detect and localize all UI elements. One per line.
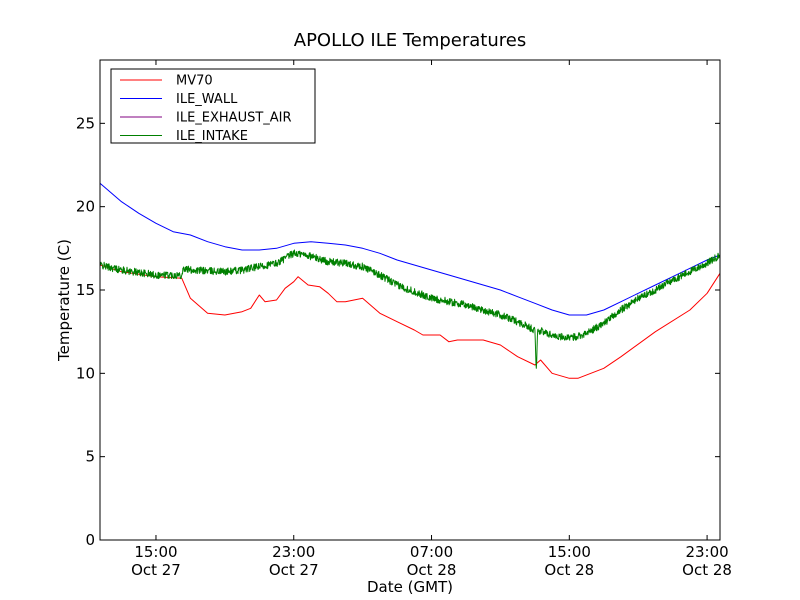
series-line-ile-intake: [99, 249, 721, 369]
x-tick-label-date: Oct 28: [682, 561, 732, 579]
series-line-mv70: [99, 264, 721, 379]
x-axis-label: Date (GMT): [367, 578, 453, 596]
x-tick-label-time: 23:00: [685, 543, 728, 561]
chart-title: APOLLO ILE Temperatures: [294, 30, 526, 51]
x-tick-label-date: Oct 28: [407, 561, 457, 579]
y-tick-label: 15: [76, 281, 95, 299]
y-tick-label: 0: [85, 531, 95, 549]
y-tick-label: 10: [76, 364, 95, 382]
x-tick-label-time: 07:00: [410, 543, 453, 561]
y-tick-label: 5: [85, 448, 95, 466]
legend-box: [110, 68, 316, 144]
series-line-ile-wall: [99, 182, 721, 316]
x-tick-label-time: 15:00: [548, 543, 591, 561]
legend-label: ILE_INTAKE: [176, 129, 248, 144]
legend-label: MV70: [176, 74, 213, 89]
x-tick-label-date: Oct 28: [544, 561, 594, 579]
plot-lines: [99, 182, 721, 379]
legend-label: ILE_WALL: [176, 92, 238, 107]
y-tick-label: 25: [76, 114, 95, 132]
x-tick-label-date: Oct 27: [269, 561, 319, 579]
y-axis-label: Temperature (C): [55, 239, 73, 362]
x-tick-label-time: 15:00: [134, 543, 177, 561]
plot-frame: [99, 59, 721, 541]
y-axis: 0 5 10 15 20 25: [76, 114, 720, 549]
legend-label: ILE_EXHAUST_AIR: [176, 111, 292, 126]
y-tick-label: 20: [76, 198, 95, 216]
x-tick-label-date: Oct 27: [131, 561, 181, 579]
legend: MV70 ILE_WALL ILE_EXHAUST_AIR ILE_INTAKE: [110, 68, 316, 144]
x-tick-label-time: 23:00: [272, 543, 315, 561]
